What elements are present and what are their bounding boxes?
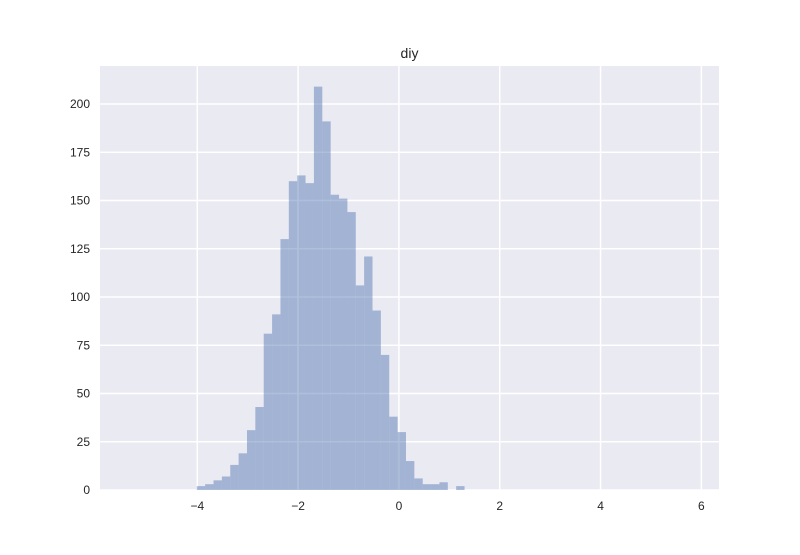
y-tick-label: 200: [70, 97, 90, 111]
histogram-bar: [230, 464, 239, 490]
histogram-bar: [397, 432, 406, 490]
axes-background: [100, 66, 719, 490]
histogram-bar: [246, 430, 256, 490]
bars: [196, 86, 465, 491]
x-tick-labels: −4 −2 0 2 4 6: [190, 499, 705, 513]
x-tick-label: 0: [396, 499, 403, 513]
y-tick-label: 50: [77, 387, 91, 401]
histogram-bar: [364, 256, 373, 490]
histogram-bar: [439, 482, 448, 490]
histogram-bar: [389, 416, 398, 490]
histogram-bar: [422, 484, 432, 490]
y-tick-label: 0: [83, 483, 90, 497]
y-tick-label: 75: [77, 338, 91, 352]
histogram-bar: [196, 486, 206, 490]
histogram-bar: [280, 239, 289, 490]
x-tick-label: 4: [597, 499, 604, 513]
x-tick-label: −4: [190, 499, 204, 513]
histogram-bar: [372, 310, 381, 490]
histogram-bar: [305, 183, 314, 490]
histogram-bar: [205, 484, 214, 490]
x-tick-label: −2: [291, 499, 305, 513]
histogram-bar: [221, 476, 231, 490]
histogram-bar: [238, 453, 247, 490]
histogram-bar: [431, 484, 440, 490]
histogram-bar: [297, 175, 306, 490]
y-tick-label: 150: [70, 194, 90, 208]
chart-title: diy: [401, 45, 419, 61]
histogram-bar: [213, 480, 222, 490]
y-tick-labels: 0 25 50 75 100 125 150 175 200: [70, 97, 90, 497]
y-tick-label: 125: [70, 242, 90, 256]
histogram-bar: [255, 407, 264, 490]
histogram-bar: [414, 478, 423, 490]
histogram-bar: [380, 354, 390, 490]
grid: [100, 66, 719, 491]
histogram-bar: [456, 486, 465, 490]
y-tick-label: 175: [70, 145, 90, 159]
x-tick-label: 2: [496, 499, 503, 513]
histogram-bar: [272, 314, 281, 490]
y-tick-label: 100: [70, 290, 90, 304]
histogram-bar: [263, 333, 273, 490]
histogram-bar: [405, 461, 415, 490]
histogram-bar: [347, 212, 356, 491]
x-tick-label: 6: [698, 499, 705, 513]
histogram-bar: [330, 194, 340, 491]
y-tick-label: 25: [77, 435, 91, 449]
histogram-bar: [355, 285, 365, 490]
histogram-bar: [322, 121, 331, 491]
histogram-bar: [339, 198, 348, 491]
histogram-bar: [288, 181, 298, 491]
histogram-bar: [313, 86, 323, 491]
